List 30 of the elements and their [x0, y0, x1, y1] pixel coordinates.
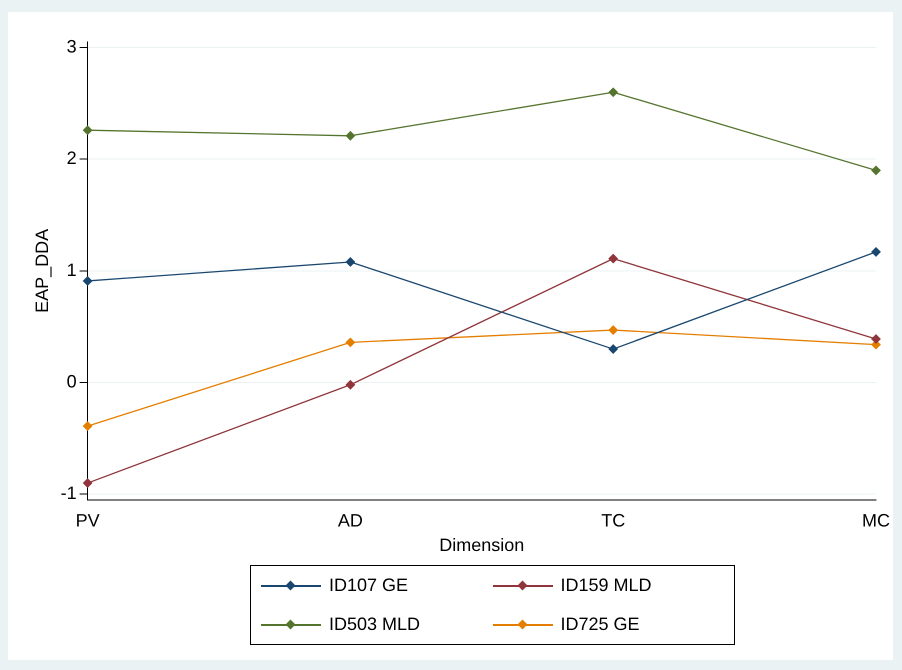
point	[346, 257, 356, 267]
x-axis-title: Dimension	[439, 535, 524, 556]
y-axis-title: EAP_DDA	[32, 228, 52, 313]
legend-label: ID159 MLD	[560, 575, 652, 596]
point	[346, 380, 356, 390]
point	[871, 334, 881, 344]
point	[608, 344, 618, 354]
point	[871, 166, 881, 176]
y-tick-label: 0	[66, 372, 77, 392]
point	[871, 247, 881, 257]
x-tick-label: AD	[338, 510, 363, 531]
y-tick-label: -1	[60, 483, 77, 504]
point	[82, 421, 92, 431]
point	[82, 126, 92, 135]
y-tick-label: 2	[66, 148, 77, 168]
point	[346, 338, 356, 348]
point	[82, 276, 92, 286]
legend-label: ID503 MLD	[329, 614, 420, 635]
y-tick-label: 1	[66, 260, 77, 280]
point	[608, 254, 618, 264]
point	[346, 131, 356, 140]
legend-label: ID725 GE	[560, 614, 640, 635]
legend-label: ID107 GE	[329, 575, 408, 596]
x-tick-label: TC	[601, 510, 626, 531]
y-tick-label: 3	[66, 36, 77, 57]
point	[608, 88, 618, 97]
x-tick-label: PV	[76, 510, 100, 531]
point	[82, 478, 92, 488]
point	[608, 325, 618, 335]
x-tick-label: MC	[862, 510, 890, 531]
